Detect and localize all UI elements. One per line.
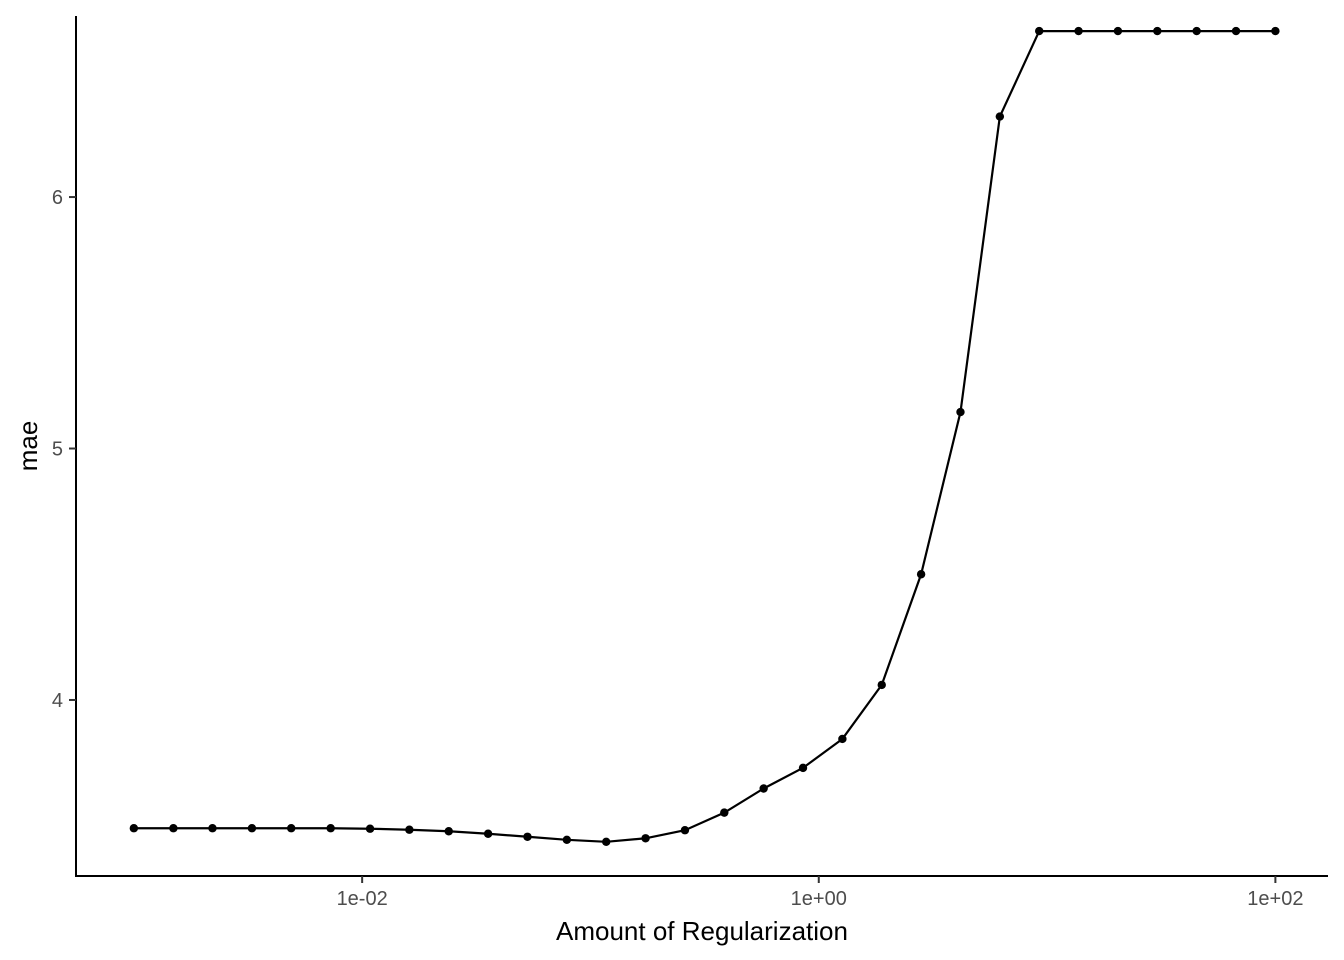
data-point: [483, 829, 493, 838]
y-axis-title: mae: [13, 421, 43, 472]
x-tick-label: 1e+02: [1247, 888, 1303, 910]
data-point: [523, 832, 532, 841]
data-point: [838, 734, 847, 744]
data-point: [1271, 26, 1280, 36]
data-point: [641, 834, 650, 843]
data-point: [326, 824, 335, 833]
data-point: [956, 407, 965, 417]
y-tick-label: 6: [52, 187, 63, 209]
data-point: [602, 837, 611, 846]
data-point: [877, 680, 886, 690]
ticks: 1e-02 1e+00 1e+02 4 5 6: [52, 187, 1304, 910]
data-point: [1192, 26, 1201, 36]
x-tick-label: 1e+00: [791, 888, 847, 910]
data-point: [129, 824, 139, 833]
data-point: [208, 824, 217, 833]
data-point: [169, 824, 178, 833]
series-line: [133, 29, 1276, 843]
data-point: [444, 827, 453, 836]
data-point: [759, 784, 768, 793]
data-point: [365, 824, 375, 833]
data-point: [247, 824, 257, 833]
data-point: [562, 835, 572, 844]
axes: [75, 16, 1328, 877]
data-point: [405, 825, 414, 834]
data-point: [1035, 26, 1044, 36]
data-point: [680, 826, 690, 835]
x-axis-title: Amount of Regularization: [556, 916, 848, 946]
y-tick-label: 4: [52, 690, 63, 712]
data-point: [720, 808, 729, 817]
data-point: [287, 824, 296, 833]
data-point: [995, 112, 1005, 121]
data-point: [1074, 26, 1083, 36]
data-point: [1113, 26, 1123, 36]
x-tick-label: 1e-02: [337, 888, 388, 910]
data-point: [798, 763, 808, 773]
data-point: [916, 570, 926, 579]
y-tick-label: 5: [52, 439, 63, 461]
data-point: [1231, 26, 1241, 36]
data-point: [1153, 26, 1162, 36]
series: [129, 26, 1280, 846]
